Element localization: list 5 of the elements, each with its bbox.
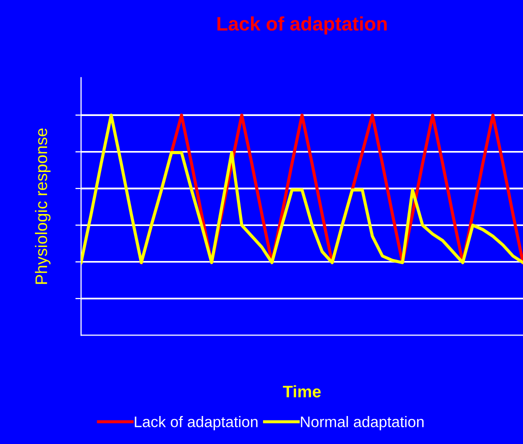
chart-title: Lack of adaptation (217, 16, 387, 35)
x-axis-title: Time (282, 385, 321, 398)
legend-label: Lack of adaptation (134, 416, 258, 430)
legend-label: Normal adaptation (300, 416, 424, 430)
y-axis-title: Physiologic response (34, 128, 51, 284)
